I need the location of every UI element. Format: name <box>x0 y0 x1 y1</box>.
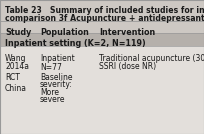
FancyBboxPatch shape <box>0 0 204 21</box>
Text: Inpatient setting (K=2, N=119): Inpatient setting (K=2, N=119) <box>5 39 146 48</box>
Text: Inpatient: Inpatient <box>40 54 74 63</box>
Text: severe: severe <box>40 95 65 104</box>
Text: China: China <box>5 84 27 93</box>
Text: severity:: severity: <box>40 80 73 89</box>
Text: comparison 3f Acupuncture + antidepressants versus antide: comparison 3f Acupuncture + antidepressa… <box>5 14 204 23</box>
Text: Wang: Wang <box>5 54 27 63</box>
Text: Baseline: Baseline <box>40 73 72 82</box>
FancyBboxPatch shape <box>0 21 204 33</box>
Text: SSRI (dose NR): SSRI (dose NR) <box>99 62 156 71</box>
Text: RCT: RCT <box>5 73 20 82</box>
Text: Intervention: Intervention <box>99 28 155 37</box>
Text: Population: Population <box>40 28 89 37</box>
Text: 2014a: 2014a <box>5 62 29 71</box>
FancyBboxPatch shape <box>0 46 204 134</box>
Text: More: More <box>40 88 59 97</box>
Text: Traditional acupuncture (30 sessions) + any: Traditional acupuncture (30 sessions) + … <box>99 54 204 63</box>
Text: N=77: N=77 <box>40 63 62 72</box>
Text: Table 23   Summary of included studies for inpatient versus: Table 23 Summary of included studies for… <box>5 6 204 15</box>
FancyBboxPatch shape <box>0 33 204 46</box>
Text: Study: Study <box>5 28 31 37</box>
